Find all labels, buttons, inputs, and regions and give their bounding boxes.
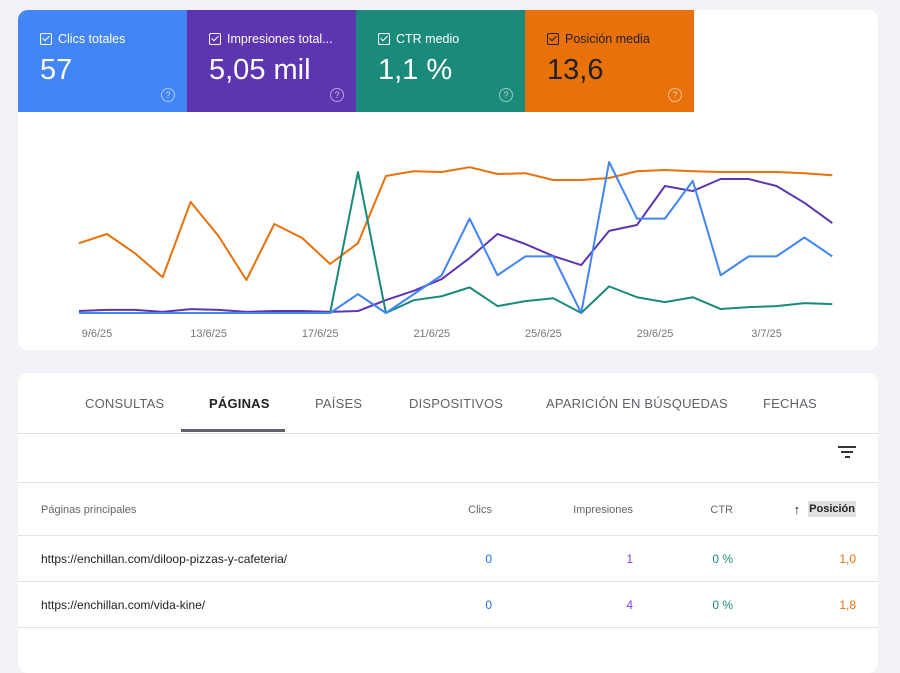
header-clicks[interactable]: Clics	[468, 504, 492, 516]
page-url[interactable]: https://enchillan.com/diloop-pizzas-y-ca…	[41, 552, 288, 566]
metric-label: CTR medio	[396, 32, 460, 46]
table-row-partial	[18, 627, 878, 673]
series-line-ctr	[79, 171, 833, 314]
page-url[interactable]: https://enchillan.com/vida-kine/	[41, 598, 206, 612]
series-line-clicks	[79, 161, 833, 314]
metric-value: 1,1 %	[378, 54, 453, 86]
performance-card: Clics totales 57 ? Impresiones total... …	[18, 10, 878, 350]
x-tick-label: 9/6/25	[82, 328, 113, 340]
table-header: Páginas principales Clics Impresiones CT…	[18, 482, 878, 536]
filter-icon[interactable]	[838, 446, 856, 461]
position-value: 1,0	[839, 552, 856, 566]
checkbox-checked-icon[interactable]	[40, 33, 52, 45]
active-tab-indicator	[181, 429, 285, 432]
checkbox-checked-icon[interactable]	[547, 33, 559, 45]
table-card: CONSULTAS PÁGINAS PAÍSES DISPOSITIVOS AP…	[18, 373, 878, 673]
metric-value: 13,6	[547, 54, 604, 86]
x-tick-label: 21/6/25	[413, 328, 450, 340]
tab-aparicion[interactable]: APARICIÓN EN BÚSQUEDAS	[546, 396, 728, 411]
header-position-label: Posición	[808, 501, 856, 517]
tab-fechas[interactable]: FECHAS	[763, 396, 817, 411]
dimension-tabs: CONSULTAS PÁGINAS PAÍSES DISPOSITIVOS AP…	[18, 373, 878, 434]
clicks-value: 0	[485, 552, 492, 566]
help-icon[interactable]: ?	[499, 88, 513, 102]
impressions-value: 1	[626, 552, 633, 566]
tab-dispositivos[interactable]: DISPOSITIVOS	[409, 396, 504, 411]
header-impressions[interactable]: Impresiones	[573, 504, 633, 516]
ctr-value: 0 %	[712, 552, 733, 566]
help-icon[interactable]: ?	[668, 88, 682, 102]
ctr-value: 0 %	[712, 598, 733, 612]
metric-label: Impresiones total...	[227, 32, 333, 46]
metric-ctr[interactable]: CTR medio 1,1 % ?	[356, 10, 525, 112]
position-value: 1,8	[839, 598, 856, 612]
tab-paises[interactable]: PAÍSES	[315, 396, 363, 411]
impressions-value: 4	[626, 598, 633, 612]
tab-consultas[interactable]: CONSULTAS	[85, 396, 165, 411]
help-icon[interactable]: ?	[161, 88, 175, 102]
series-line-position	[78, 166, 833, 281]
metric-value: 5,05 mil	[209, 54, 311, 86]
clicks-value: 0	[485, 598, 492, 612]
metric-position[interactable]: Posición media 13,6 ?	[525, 10, 694, 112]
metric-impressions[interactable]: Impresiones total... 5,05 mil ?	[187, 10, 356, 112]
table-row[interactable]: https://enchillan.com/vida-kine/ 0 4 0 %…	[18, 581, 878, 628]
header-ctr[interactable]: CTR	[710, 504, 733, 516]
performance-chart: 9/6/25 13/6/25 17/6/25 21/6/25 25/6/25 29/6/2…	[78, 161, 833, 340]
x-tick-label: 13/6/25	[190, 328, 227, 340]
x-tick-label: 25/6/25	[525, 328, 562, 340]
tab-paginas[interactable]: PÁGINAS	[209, 396, 270, 411]
x-tick-label: 29/6/25	[637, 328, 674, 340]
sort-ascending-icon: ↑	[793, 501, 801, 517]
x-tick-label: 17/6/25	[302, 328, 339, 340]
series-line-impressions	[78, 178, 833, 313]
header-position[interactable]: ↑ Posición	[794, 501, 856, 517]
table-row[interactable]: https://enchillan.com/diloop-pizzas-y-ca…	[18, 535, 878, 582]
metric-clicks[interactable]: Clics totales 57 ?	[18, 10, 187, 112]
metric-value: 57	[40, 54, 73, 86]
metric-label: Clics totales	[58, 32, 126, 46]
help-icon[interactable]: ?	[330, 88, 344, 102]
checkbox-checked-icon[interactable]	[378, 33, 390, 45]
x-tick-label: 3/7/25	[751, 328, 782, 340]
checkbox-checked-icon[interactable]	[209, 33, 221, 45]
metric-label: Posición media	[565, 32, 650, 46]
header-page[interactable]: Páginas principales	[41, 504, 137, 516]
